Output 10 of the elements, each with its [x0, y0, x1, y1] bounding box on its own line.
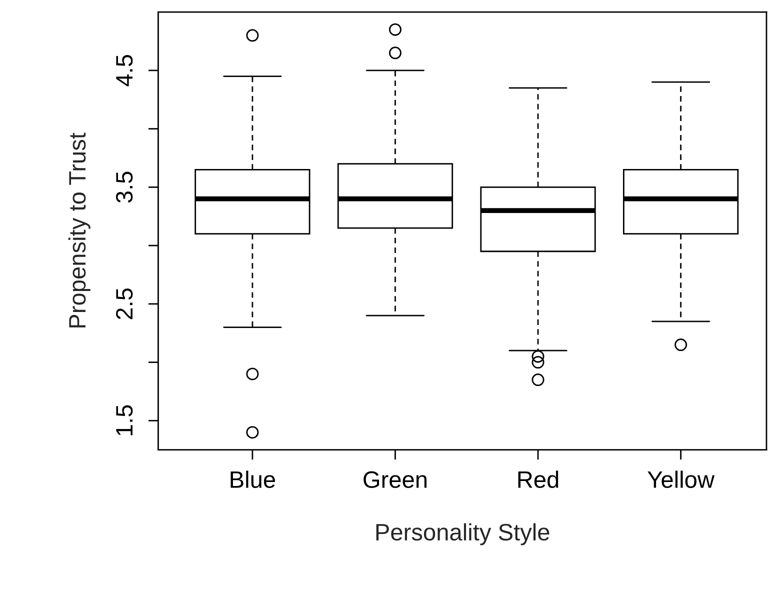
x-tick-label: Green [364, 471, 427, 488]
x-tick-label: Blue [230, 470, 276, 488]
x-tick-label: Yellow [648, 470, 715, 488]
y-axis-title: Propensity to Trust [68, 132, 90, 328]
y-tick-label: 4.5 [116, 55, 133, 86]
x-axis-title: Personality Style [376, 523, 550, 546]
y-tick-label: 2.5 [116, 288, 133, 320]
y-tick-label: 1.5 [116, 405, 133, 436]
y-tick-label: 3.5 [116, 172, 133, 203]
x-tick-label: Red [518, 470, 558, 488]
